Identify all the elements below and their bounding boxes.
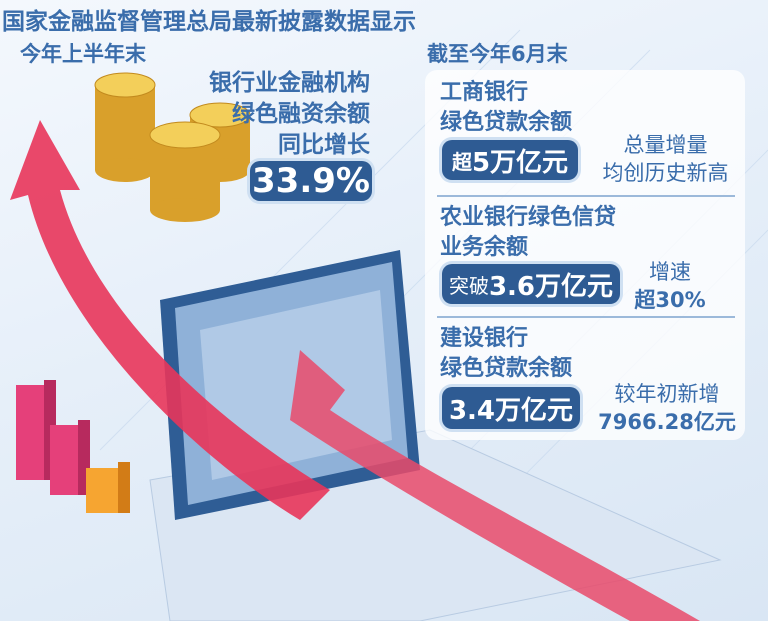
icbc-note: 总量增量 均创历史新高 xyxy=(602,133,729,185)
bank-panel xyxy=(425,70,745,440)
left-line: 银行业金融机构 xyxy=(209,70,370,96)
ccb-badge: 3.4万亿元 xyxy=(442,387,580,429)
page-title: 国家金融监督管理总局最新披露数据显示 xyxy=(2,9,416,35)
left-line: 同比增长 xyxy=(278,132,370,158)
divider xyxy=(437,195,735,197)
bar-blocks-icon xyxy=(16,380,130,513)
icbc-badge: 超 5万亿元 xyxy=(442,140,578,180)
growth-badge: 33.9% xyxy=(250,161,372,201)
left-line: 绿色融资余额 xyxy=(232,101,370,127)
right-period: 截至今年6月末 xyxy=(427,42,568,66)
gold-coins-icon xyxy=(94,72,251,222)
divider xyxy=(437,316,735,318)
left-description: 银行业金融机构 绿色融资余额 同比增长 xyxy=(209,68,370,161)
bank-label-icbc: 工商银行 绿色贷款余额 xyxy=(440,80,573,135)
bank-label-ccb: 建设银行 绿色贷款余额 xyxy=(440,326,573,381)
left-period: 今年上半年末 xyxy=(20,42,146,66)
ccb-note: 较年初新增 7966.28亿元 xyxy=(598,382,736,434)
bank-label-abc: 农业银行绿色信贷 业务余额 xyxy=(440,205,617,260)
abc-note: 增速 超30% xyxy=(634,260,706,312)
red-arrow-icon xyxy=(10,120,700,621)
abc-badge: 突破 3.6万亿元 xyxy=(442,264,620,304)
